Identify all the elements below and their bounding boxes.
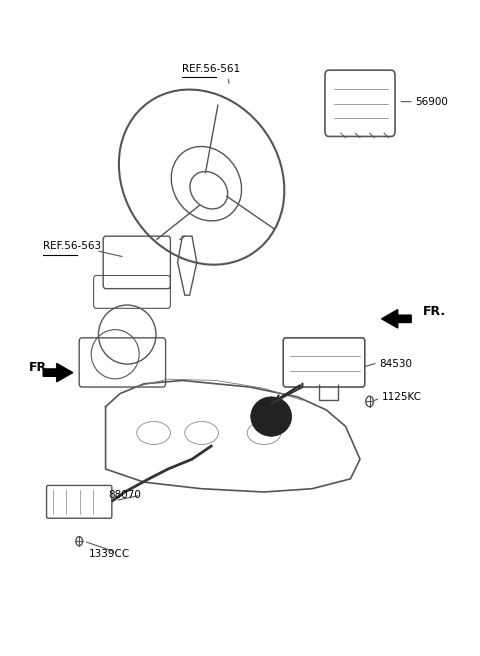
Polygon shape <box>43 363 73 382</box>
Text: 1339CC: 1339CC <box>89 549 130 560</box>
Ellipse shape <box>251 397 291 436</box>
Text: REF.56-563: REF.56-563 <box>43 241 101 251</box>
Polygon shape <box>382 310 411 328</box>
Text: 84530: 84530 <box>379 359 412 369</box>
Text: FR.: FR. <box>422 305 445 318</box>
Text: 1125KC: 1125KC <box>382 392 421 402</box>
Text: FR.: FR. <box>29 361 52 374</box>
Text: 88070: 88070 <box>108 490 141 501</box>
Text: 56900: 56900 <box>415 96 448 107</box>
Text: REF.56-561: REF.56-561 <box>182 64 240 74</box>
